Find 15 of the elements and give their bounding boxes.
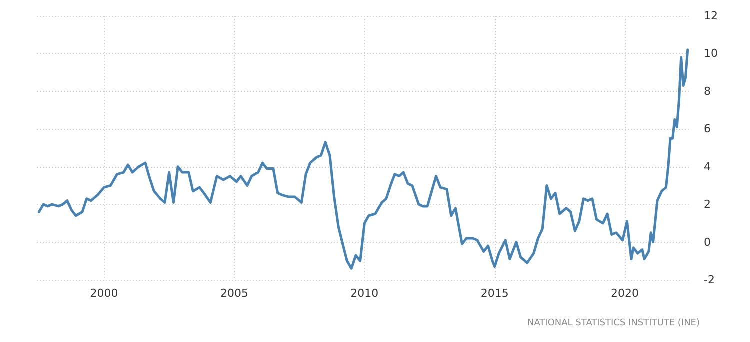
y-tick-label: 6	[704, 122, 711, 136]
y-tick-label: -2	[704, 274, 715, 286]
text: NATIONAL STATISTICS INSTITUTE (INE)	[527, 318, 700, 328]
x-tick-label: 2005	[220, 287, 249, 300]
y-tick-label: 2	[704, 198, 711, 212]
x-tick-label: 2015	[480, 287, 509, 300]
y-tick-label: 0	[704, 236, 711, 249]
y-tick-label: 8	[704, 84, 711, 98]
y-tick-label: 4	[704, 160, 711, 174]
line-series	[38, 48, 690, 270]
y-tick-label: 12	[704, 10, 718, 22]
x-tick-label: 2020	[610, 287, 639, 300]
y-tick-label: 10	[704, 47, 718, 60]
x-tick-label: 2000	[90, 287, 118, 300]
x-tick-label: 2010	[350, 287, 379, 300]
